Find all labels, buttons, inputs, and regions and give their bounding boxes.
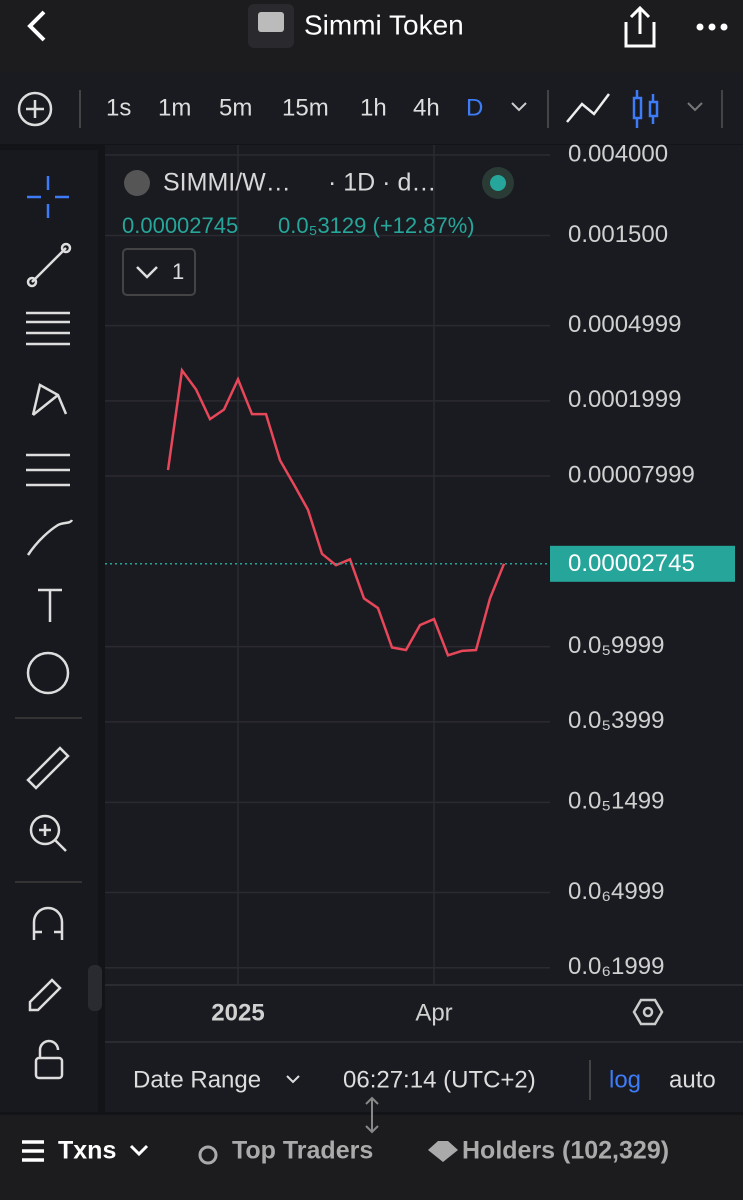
y-tick-label: 0.0001999	[568, 386, 681, 413]
candle-chart-button[interactable]	[632, 90, 659, 128]
legend-price: 0.00002745	[122, 213, 238, 238]
y-tick-label: 0.0₆1999	[568, 953, 664, 980]
last-price-box	[550, 545, 735, 582]
tab-holders[interactable]: Holders (102,329)	[462, 1137, 669, 1165]
plot: 0.004000 0.001500 0.0004999 0.0001999 0.0000…	[105, 140, 735, 1026]
indicator-count: 1	[172, 259, 184, 284]
timeframe-button[interactable]: 1s	[106, 94, 131, 121]
timeframe-button[interactable]: 5m	[219, 94, 252, 121]
y-tick-label: 0.001500	[568, 221, 668, 248]
price-line	[166, 367, 506, 657]
timeframe-button[interactable]: D	[466, 94, 483, 121]
y-tick-label: 0.0₅3999	[568, 707, 664, 734]
resize-handle[interactable]	[365, 1096, 379, 1134]
tab-txns-chevron	[129, 1144, 149, 1157]
chart-type-dropdown[interactable]	[687, 102, 703, 112]
holders-icon	[428, 1141, 458, 1162]
settings-icon	[642, 1006, 654, 1018]
settings-button[interactable]	[632, 998, 664, 1026]
y-tick-label: 0.00007999	[568, 461, 695, 488]
top-traders-icon	[198, 1145, 218, 1165]
y-tick-label: 0.004000	[568, 140, 668, 167]
share-button[interactable]	[624, 5, 656, 48]
add-icon	[26, 100, 44, 118]
tool-panel	[0, 150, 98, 1112]
top-bar	[0, 0, 743, 72]
indicator-chevron	[136, 266, 158, 279]
line-chart-button[interactable]	[566, 93, 610, 123]
auto-toggle[interactable]: auto	[669, 1066, 716, 1093]
timeframe-button[interactable]: 4h	[413, 94, 440, 121]
timeframe-button[interactable]: 1h	[360, 94, 387, 121]
date-range-button[interactable]: Date Range	[133, 1066, 261, 1093]
page-title: Simmi Token	[304, 9, 464, 40]
txns-icon	[22, 1140, 44, 1162]
log-toggle[interactable]: log	[609, 1066, 641, 1093]
drawing-tools[interactable]	[26, 176, 74, 1080]
timeframes: 1s 1m 5m 15m 1h 4h D	[106, 94, 483, 121]
x-tick-label: Apr	[415, 999, 452, 1026]
timeframe-button[interactable]: 1m	[158, 94, 191, 121]
token-icon-face	[258, 12, 284, 32]
pair-interval: · 1D · d…	[328, 169, 436, 197]
tab-txns[interactable]: Txns	[58, 1137, 116, 1165]
date-range-chevron	[286, 1075, 300, 1084]
tab-top-traders[interactable]: Top Traders	[232, 1137, 373, 1165]
x-tick-label: 2025	[211, 999, 264, 1026]
last-price-label: 0.00002745	[568, 550, 695, 577]
pair-name: SIMMI/W…	[163, 169, 291, 197]
more-button[interactable]	[696, 23, 728, 31]
y-tick-label: 0.0₆4999	[568, 878, 664, 905]
collapse-handle[interactable]	[88, 965, 102, 1011]
y-tick-label: 0.0₅1499	[568, 788, 664, 815]
legend-change: 0.0₅3129 (+12.87%)	[278, 213, 475, 238]
y-tick-label: 0.0₅9999	[568, 632, 664, 659]
toolbar	[0, 72, 743, 144]
chart-panel	[105, 145, 743, 1112]
timeframe-dropdown[interactable]	[511, 102, 527, 112]
status-dot	[490, 175, 506, 191]
back-button[interactable]	[27, 10, 46, 42]
timeframe-button[interactable]: 15m	[282, 94, 329, 121]
add-button[interactable]	[17, 91, 53, 127]
indicator-toggle[interactable]	[122, 248, 196, 296]
y-tick-label: 0.0004999	[568, 311, 681, 338]
clock: 06:27:14 (UTC+2)	[343, 1066, 536, 1093]
pair-icon	[124, 170, 150, 196]
